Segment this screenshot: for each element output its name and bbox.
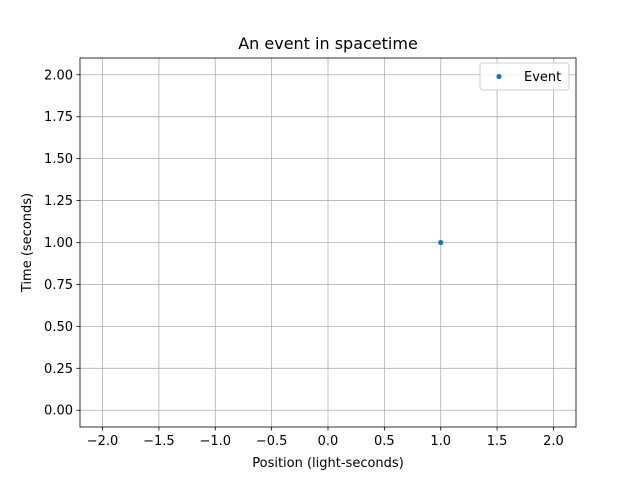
legend-label: Event bbox=[524, 70, 561, 85]
x-tick-label: 1.0 bbox=[430, 434, 451, 449]
grid bbox=[80, 58, 576, 427]
x-tick-label: −1.0 bbox=[199, 434, 231, 449]
data-point bbox=[438, 239, 444, 246]
x-tick-label: 1.5 bbox=[487, 434, 508, 449]
y-tick-label: 1.00 bbox=[44, 236, 73, 251]
legend-box bbox=[479, 62, 570, 91]
x-axis-label: Position (light-seconds) bbox=[252, 456, 404, 471]
x-tick-label: −1.5 bbox=[143, 434, 175, 449]
x-tick-label: 2.0 bbox=[543, 434, 564, 449]
legend-marker bbox=[496, 73, 502, 80]
y-tick-label: 1.75 bbox=[44, 110, 73, 125]
y-tick-label: 2.00 bbox=[44, 68, 73, 83]
x-tick-label: 0.0 bbox=[318, 434, 339, 449]
y-tick-label: 1.25 bbox=[44, 194, 73, 209]
y-axis-label: Time (seconds) bbox=[20, 193, 35, 293]
y-tick-label: 0.75 bbox=[44, 278, 73, 293]
y-tick-label: 1.50 bbox=[44, 152, 73, 167]
legend: Event bbox=[479, 62, 570, 91]
x-tick-label: 0.5 bbox=[374, 434, 395, 449]
series bbox=[438, 239, 444, 246]
y-axis-ticks: 0.00 0.25 0.50 0.75 1.00 1.25 1.50 1.75 2.00 bbox=[44, 68, 80, 419]
x-tick-label: −0.5 bbox=[256, 434, 288, 449]
x-axis-ticks: −2.0 −1.5 −1.0 −0.5 0.0 0.5 1.0 1.5 2.0 bbox=[87, 427, 564, 449]
chart-title: An event in spacetime bbox=[238, 34, 418, 53]
y-tick-label: 0.50 bbox=[44, 320, 73, 335]
x-tick-label: −2.0 bbox=[87, 434, 119, 449]
y-tick-label: 0.00 bbox=[44, 404, 73, 419]
y-tick-label: 0.25 bbox=[44, 362, 73, 377]
